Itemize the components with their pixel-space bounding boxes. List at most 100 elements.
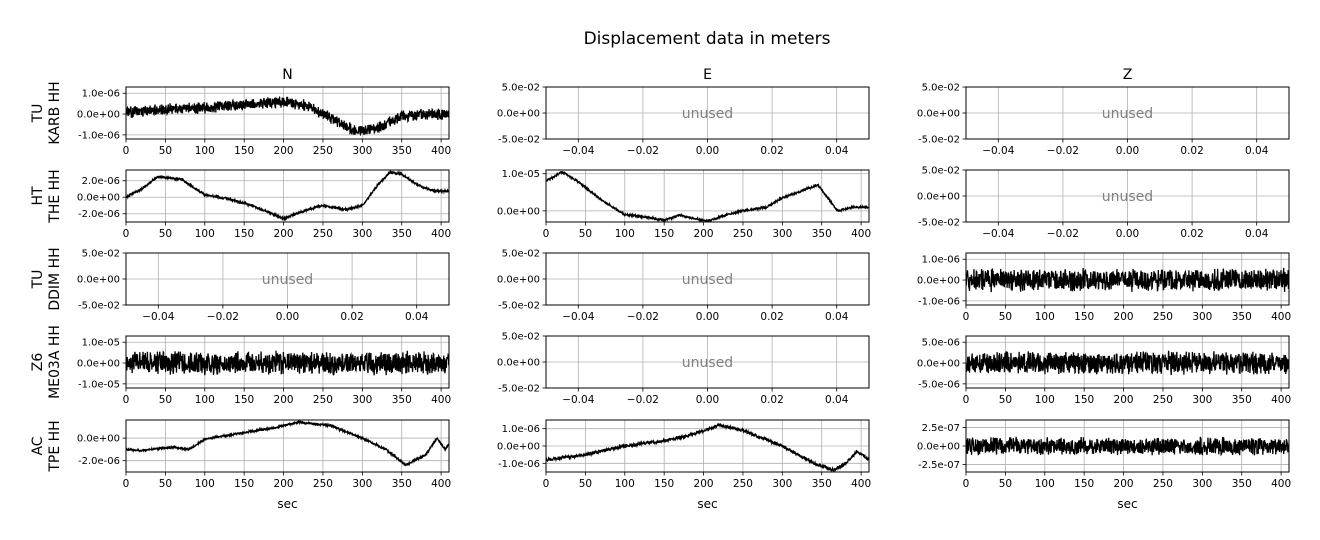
x-tick-label: 350 (1232, 478, 1252, 490)
x-tick-label: 100 (195, 394, 215, 406)
x-tick-label: 300 (772, 228, 792, 240)
column-title: N (282, 67, 292, 83)
x-tick-label: 350 (1232, 311, 1252, 323)
x-tick-label: 0 (123, 394, 130, 406)
x-tick-label: −0.02 (627, 145, 659, 157)
y-tick-label: 0.0e+00 (497, 358, 540, 369)
panel: 0 50 100 150 200 250 300 350 400 -5.0e-06 0.0e+00 5… (917, 335, 1291, 406)
x-tick-label: −0.04 (142, 311, 174, 323)
x-axis-label: sec (277, 497, 297, 511)
y-tick-label: -5.0e-02 (498, 135, 540, 146)
panel: unused −0.04 −0.02 0.00 0.02 0.04 -5.0e-02 0.0e… (917, 166, 1290, 240)
x-tick-label: 0.00 (276, 311, 299, 323)
panel: 0 50 100 150 200 250 300 350 400 0.0e+00 1.0e-05 (497, 169, 871, 240)
y-tick-label: -2.0e-06 (78, 456, 120, 467)
x-tick-label: 400 (431, 228, 451, 240)
x-tick-label: −0.02 (627, 394, 659, 406)
x-tick-label: 0.00 (1116, 228, 1139, 240)
y-tick-label: 5.0e-02 (502, 83, 540, 94)
y-tick-label: -5.0e-02 (78, 301, 120, 312)
x-tick-label: 250 (1153, 311, 1173, 323)
row-label-station: TPE HH (47, 420, 63, 472)
x-tick-label: 200 (274, 145, 294, 157)
x-tick-label: 250 (313, 145, 333, 157)
y-tick-label: 0.0e+00 (77, 110, 120, 121)
x-tick-label: 300 (1192, 394, 1212, 406)
x-tick-label: 200 (1114, 394, 1134, 406)
y-tick-label: -2.0e-06 (78, 209, 120, 220)
axes-frame (965, 252, 1290, 306)
x-tick-label: 0 (543, 228, 550, 240)
x-tick-label: 400 (851, 478, 871, 490)
x-tick-label: 0 (123, 228, 130, 240)
y-tick-label: 0.0e+00 (917, 442, 960, 453)
unused-label: unused (1102, 189, 1153, 205)
row-label: HT THE HH (30, 169, 63, 223)
axes-frame (125, 419, 450, 473)
y-tick-label: -1.0e-06 (498, 459, 540, 470)
y-tick-label: 0.0e+00 (497, 206, 540, 217)
x-tick-label: 250 (313, 478, 333, 490)
y-tick-label: 5.0e-02 (82, 249, 120, 260)
y-tick-label: -5.0e-02 (498, 384, 540, 395)
data-series-line (126, 96, 449, 137)
data-series-line (126, 170, 449, 222)
x-tick-label: 0.00 (696, 311, 719, 323)
panel: 0 50 100 150 200 250 300 350 400 -1.0e-05 0.0e+00 1… (77, 335, 451, 406)
x-tick-label: −0.02 (207, 311, 239, 323)
unused-label: unused (682, 272, 733, 288)
y-tick-label: 5.0e-02 (502, 332, 540, 343)
y-tick-label: 1.0e-05 (502, 169, 540, 180)
x-tick-label: −0.04 (562, 394, 594, 406)
x-tick-label: 0.04 (1245, 145, 1269, 157)
y-tick-label: 1.0e-06 (922, 255, 960, 266)
y-tick-label: 0.0e+00 (917, 109, 960, 120)
x-tick-label: 100 (1035, 394, 1055, 406)
x-tick-label: 0 (543, 478, 550, 490)
x-tick-label: 100 (195, 228, 215, 240)
x-tick-label: 0.04 (825, 311, 849, 323)
x-tick-label: 50 (999, 478, 1012, 490)
x-tick-label: 0.04 (405, 311, 429, 323)
row-label: TU KARB HH (30, 81, 63, 144)
x-tick-label: 400 (1271, 394, 1291, 406)
y-tick-label: 5.0e-02 (922, 83, 960, 94)
x-tick-label: 50 (159, 145, 172, 157)
x-tick-label: 300 (352, 228, 372, 240)
x-tick-label: 0.02 (1180, 145, 1203, 157)
x-tick-label: −0.02 (627, 311, 659, 323)
x-tick-label: 300 (352, 394, 372, 406)
x-tick-label: 50 (999, 394, 1012, 406)
axes-frame (125, 335, 450, 389)
x-tick-label: −0.04 (982, 145, 1014, 157)
x-tick-label: 0.02 (760, 311, 783, 323)
x-tick-label: 150 (654, 478, 674, 490)
y-tick-label: -5.0e-06 (918, 379, 960, 390)
y-tick-label: 0.0e+00 (497, 442, 540, 453)
row-label-network: TU (30, 104, 46, 124)
row-label-network: Z6 (30, 353, 46, 372)
panel: 0 50 100 150 200 250 300 350 400 -2.5e-07 0.0e+00 2… (917, 419, 1291, 511)
y-tick-label: 0.0e+00 (497, 109, 540, 120)
x-tick-label: 400 (851, 228, 871, 240)
panel: 0 50 100 150 200 250 300 350 400 -1.0e-06 0.0e+00 1… (497, 419, 871, 511)
x-tick-label: 0.02 (1180, 228, 1203, 240)
data-series-line (126, 420, 449, 467)
x-tick-label: 250 (313, 394, 333, 406)
x-tick-label: 400 (431, 145, 451, 157)
x-tick-label: 350 (812, 228, 832, 240)
row-label-network: HT (30, 186, 46, 206)
x-tick-label: 0 (123, 145, 130, 157)
x-tick-label: 200 (274, 394, 294, 406)
y-tick-label: 5.0e-06 (922, 338, 960, 349)
x-tick-label: −0.04 (562, 145, 594, 157)
x-tick-label: 100 (1035, 478, 1055, 490)
panel: unused −0.04 −0.02 0.00 0.02 0.04 -5.0e-02 0.0e… (917, 83, 1290, 157)
x-tick-label: 150 (234, 478, 254, 490)
row-label-network: TU (30, 270, 46, 290)
y-tick-label: 2.5e-07 (922, 423, 960, 434)
x-tick-label: 300 (352, 478, 372, 490)
x-tick-label: 150 (234, 145, 254, 157)
y-tick-label: -2.5e-07 (918, 460, 960, 471)
